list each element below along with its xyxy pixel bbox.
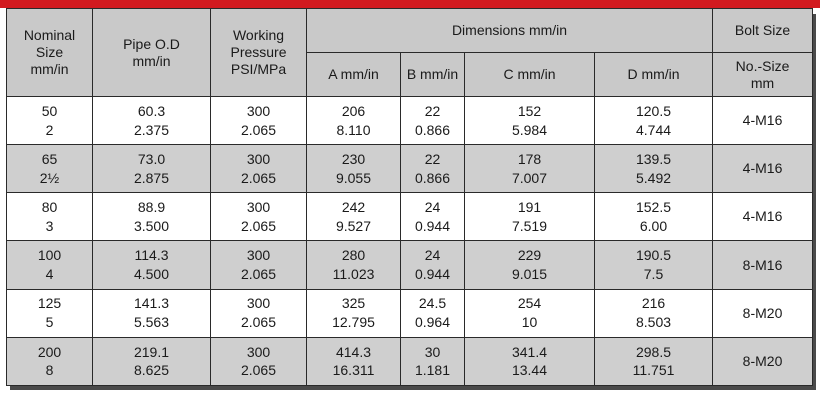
cell-working-pressure: 300 2.065 xyxy=(210,192,307,242)
cell-dim-b: 22 0.866 xyxy=(400,95,465,146)
cell-nominal: 80 3 xyxy=(6,192,93,242)
cell-dim-a: 206 8.110 xyxy=(306,95,401,146)
cell-dim-a: 414.3 16.311 xyxy=(306,336,401,387)
cell-dim-d: 152.5 6.00 xyxy=(593,192,714,242)
cell-dim-b: 30 1.181 xyxy=(400,336,465,387)
table-row: 50 2 60.3 2.375 300 2.065 206 8.110 22 0.866 … xyxy=(6,95,814,146)
top-accent-bar xyxy=(0,0,820,8)
cell-bolt-size: 4-M16 xyxy=(712,192,814,242)
cell-nominal: 100 4 xyxy=(6,240,93,290)
table-row: 200 8 219.1 8.625 300 2.065 414.3 16.311 30 1… xyxy=(6,336,814,387)
cell-dim-a: 280 11.023 xyxy=(306,240,401,290)
cell-pipe-od: 141.3 5.563 xyxy=(92,288,211,338)
cell-dim-c: 229 9.015 xyxy=(464,240,595,290)
cell-dim-c: 152 5.984 xyxy=(464,95,595,146)
cell-dim-c: 341.4 13.44 xyxy=(464,336,595,387)
cell-working-pressure: 300 2.065 xyxy=(210,95,307,146)
cell-bolt-size: 8-M20 xyxy=(712,288,814,338)
table-shadow-right xyxy=(812,14,816,390)
cell-dim-d: 190.5 7.5 xyxy=(593,240,714,290)
cell-dim-a: 230 9.055 xyxy=(306,144,401,194)
cell-pipe-od: 219.1 8.625 xyxy=(92,336,211,387)
cell-dim-c: 178 7.007 xyxy=(464,144,595,194)
cell-working-pressure: 300 2.065 xyxy=(210,240,307,290)
cell-working-pressure: 300 2.065 xyxy=(210,144,307,194)
cell-dim-d: 298.5 11.751 xyxy=(593,336,714,387)
cell-working-pressure: 300 2.065 xyxy=(210,288,307,338)
header-dim-c: C mm/in xyxy=(464,52,595,97)
cell-dim-b: 24 0.944 xyxy=(400,240,465,290)
cell-dim-a: 325 12.795 xyxy=(306,288,401,338)
table-shadow-bottom xyxy=(10,386,816,390)
cell-nominal: 50 2 xyxy=(6,95,93,146)
cell-dim-b: 24.5 0.964 xyxy=(400,288,465,338)
header-bolt-no-size: No.-Size mm xyxy=(712,52,814,97)
cell-dim-c: 191 7.519 xyxy=(464,192,595,242)
cell-pipe-od: 88.9 3.500 xyxy=(92,192,211,242)
cell-pipe-od: 73.0 2.875 xyxy=(92,144,211,194)
table-row: 80 3 88.9 3.500 300 2.065 242 9.527 24 0.944 … xyxy=(6,192,814,242)
header-dim-d: D mm/in xyxy=(593,52,714,97)
cell-dim-a: 242 9.527 xyxy=(306,192,401,242)
header-working-pressure: Working Pressure PSI/MPa xyxy=(210,8,307,97)
cell-dim-b: 24 0.944 xyxy=(400,192,465,242)
cell-bolt-size: 8-M20 xyxy=(712,336,814,387)
cell-nominal: 200 8 xyxy=(6,336,93,387)
cell-bolt-size: 8-M16 xyxy=(712,240,814,290)
table-row: 65 2½ 73.0 2.875 300 2.065 230 9.055 22 0.866… xyxy=(6,144,814,194)
header-nominal-size: Nominal Size mm/in xyxy=(6,8,93,97)
table-row: 100 4 114.3 4.500 300 2.065 280 11.023 24 0.9… xyxy=(6,240,814,290)
cell-bolt-size: 4-M16 xyxy=(712,95,814,146)
cell-dim-d: 216 8.503 xyxy=(593,288,714,338)
table-row: 125 5 141.3 5.563 300 2.065 325 12.795 24.5 0… xyxy=(6,288,814,338)
header-dimensions: Dimensions mm/in xyxy=(305,8,714,53)
header-pipe-od: Pipe O.D mm/in xyxy=(92,8,211,97)
header-dim-a: A mm/in xyxy=(306,52,401,97)
cell-pipe-od: 60.3 2.375 xyxy=(92,95,211,146)
flange-spec-table: Nominal Size mm/in Pipe O.D mm/in Working Pr… xyxy=(6,8,814,387)
cell-dim-d: 139.5 5.492 xyxy=(593,144,714,194)
cell-bolt-size: 4-M16 xyxy=(712,144,814,194)
cell-dim-c: 254 10 xyxy=(464,288,595,338)
cell-pipe-od: 114.3 4.500 xyxy=(92,240,211,290)
header-bolt-size: Bolt Size xyxy=(712,8,814,53)
cell-nominal: 65 2½ xyxy=(6,144,93,194)
cell-dim-b: 22 0.866 xyxy=(400,144,465,194)
header-dim-b: B mm/in xyxy=(400,52,465,97)
cell-dim-d: 120.5 4.744 xyxy=(593,95,714,146)
cell-nominal: 125 5 xyxy=(6,288,93,338)
cell-working-pressure: 300 2.065 xyxy=(210,336,307,387)
